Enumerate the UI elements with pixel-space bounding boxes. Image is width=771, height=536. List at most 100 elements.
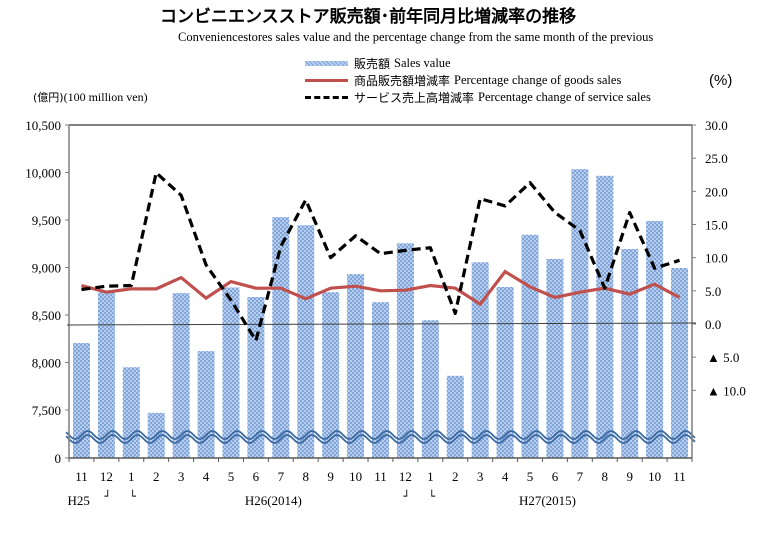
- left-axis-unit-label: (億円)(100 million ven): [33, 89, 148, 105]
- axis-break-wave: [65, 430, 696, 440]
- x-tick-label: 10: [349, 469, 362, 484]
- right-tick-label: 20.0: [705, 184, 728, 199]
- axis-break-wave: [65, 434, 696, 444]
- x-tick-label: 4: [203, 469, 210, 484]
- left-tick-label: 10,000: [25, 166, 61, 181]
- x-tick-label: 12: [100, 469, 113, 484]
- line-series: [81, 171, 681, 343]
- era-label: H27(2015): [518, 493, 576, 508]
- left-tick-label: 9,500: [32, 213, 61, 228]
- legend-swatch-red-line: [305, 79, 348, 82]
- x-tick-label: 7: [577, 469, 584, 484]
- x-tick-label: 9: [626, 469, 633, 484]
- right-axis-unit-label: (%): [709, 72, 733, 89]
- era-label: H25: [67, 493, 90, 508]
- right-tick-label: 25.0: [705, 151, 728, 166]
- chart-title: コンビニエンスストア販売額･前年同月比増減率の推移: [160, 7, 577, 27]
- bar: [571, 169, 589, 459]
- x-tick-label: 8: [302, 469, 309, 484]
- legend-item-goods: 商品販売額増減率 Percentage change of goods sale…: [305, 72, 651, 89]
- chart-subtitle: Conveniencestores sales value and the pe…: [178, 30, 654, 44]
- bar: [372, 302, 389, 458]
- bar: [347, 274, 365, 458]
- left-tick-label: 7,500: [32, 403, 61, 418]
- bar: [272, 217, 290, 458]
- tick-labels: 10,50010,0009,5009,0008,5008,0007,500030…: [25, 118, 746, 484]
- era-label: H26(2014): [244, 493, 302, 508]
- x-tick-label: 11: [75, 469, 88, 484]
- bar: [646, 220, 664, 458]
- bar-series: [72, 169, 689, 459]
- right-tick-label: ▲ 10.0: [707, 383, 746, 398]
- left-tick-label: 8,000: [32, 356, 61, 371]
- right-tick-label: 5.0: [705, 284, 721, 299]
- legend-item-service: サービス売上高増減率 Percentage change of service …: [305, 89, 651, 106]
- x-tick-label: 2: [452, 469, 459, 484]
- bar: [446, 375, 464, 458]
- era-label: ┘: [104, 490, 111, 503]
- x-tick-label: 1: [427, 469, 434, 484]
- left-tick-label: 9,000: [32, 261, 61, 276]
- x-tick-label: 8: [602, 469, 609, 484]
- legend-label-jp: 商品販売額増減率: [354, 74, 451, 88]
- bar: [596, 175, 614, 458]
- x-tick-label: 3: [178, 469, 185, 484]
- right-tick-label: ▲ 5.0: [707, 350, 739, 365]
- left-axis-unit-en: (100 million ven): [63, 90, 148, 104]
- right-tick-label: 15.0: [705, 218, 728, 233]
- legend-label-jp: サービス売上高増減率: [354, 91, 475, 105]
- bar: [496, 286, 514, 458]
- x-tick-label: 5: [527, 469, 534, 484]
- x-tick-label: 12: [399, 469, 412, 484]
- legend: 販売額 Sales value 商品販売額増減率 Percentage chan…: [305, 55, 651, 106]
- bar: [197, 351, 215, 458]
- bar: [671, 267, 689, 458]
- x-tick-label: 1: [128, 469, 135, 484]
- bar: [247, 296, 265, 458]
- x-tick-label: 3: [477, 469, 484, 484]
- bar: [421, 320, 439, 458]
- x-tick-label: 5: [228, 469, 235, 484]
- bar: [122, 367, 140, 458]
- bar: [72, 343, 90, 458]
- bar: [471, 262, 489, 458]
- legend-label-jp: 販売額: [354, 57, 391, 71]
- left-tick-label: 10,500: [25, 118, 61, 133]
- left-tick-label: 0: [55, 451, 62, 466]
- x-tick-label: 6: [253, 469, 260, 484]
- right-tick-label: 10.0: [705, 251, 728, 266]
- right-tick-label: 30.0: [705, 118, 728, 133]
- legend-label-en: Percentage change of goods sales: [454, 73, 622, 87]
- bar: [322, 292, 340, 458]
- x-tick-label: 11: [374, 469, 387, 484]
- bar: [546, 258, 564, 458]
- bar: [97, 292, 115, 458]
- x-tick-label: 2: [153, 469, 160, 484]
- x-tick-label: 7: [278, 469, 285, 484]
- era-label: └: [129, 490, 136, 503]
- era-label: └: [428, 490, 435, 503]
- x-tick-label: 11: [673, 469, 686, 484]
- legend-swatch-bar: [305, 61, 348, 66]
- right-tick-label: 0.0: [705, 317, 721, 332]
- legend-label-en: Sales value: [394, 56, 451, 70]
- x-tick-label: 4: [502, 469, 509, 484]
- zero-percent-line: [66, 322, 697, 326]
- axes: [65, 124, 697, 462]
- legend-label-en: Percentage change of service sales: [478, 90, 651, 104]
- x-tick-label: 10: [648, 469, 661, 484]
- left-axis-unit-jp: (億円): [33, 91, 64, 104]
- bar: [621, 248, 639, 458]
- bar: [396, 243, 414, 458]
- goods-sales-line: [81, 269, 681, 307]
- era-label: ┘: [403, 490, 411, 503]
- left-tick-label: 8,500: [32, 308, 61, 323]
- x-tick-label: 6: [552, 469, 559, 484]
- bar: [521, 234, 539, 458]
- bar: [172, 293, 190, 458]
- x-tick-label: 9: [327, 469, 334, 484]
- legend-swatch-dashed-line: [305, 96, 348, 99]
- bar: [297, 225, 315, 458]
- bar: [222, 287, 240, 458]
